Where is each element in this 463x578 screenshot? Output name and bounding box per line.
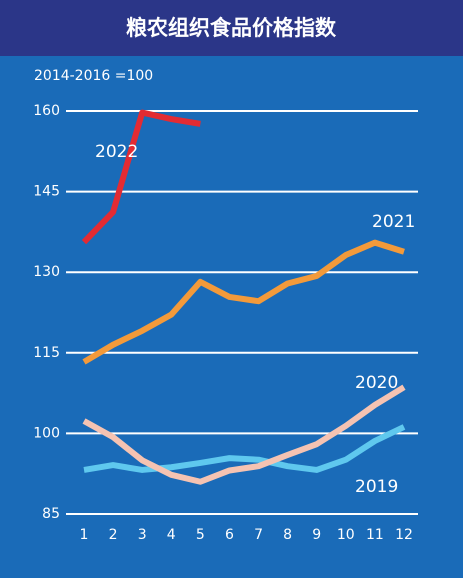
y-tick-label: 85 <box>42 506 60 522</box>
series-label: 2019 <box>355 477 398 497</box>
header <box>0 0 463 56</box>
x-tick-label: 1 <box>80 527 89 543</box>
series-label: 2021 <box>372 212 415 232</box>
x-tick-label: 5 <box>196 527 205 543</box>
series-label: 2020 <box>355 373 398 393</box>
x-tick-label: 12 <box>395 527 413 543</box>
x-tick-label: 9 <box>312 527 321 543</box>
series-line <box>82 239 405 365</box>
y-tick-label: 115 <box>33 345 60 361</box>
series-line <box>81 109 201 245</box>
x-tick-label: 8 <box>283 527 292 543</box>
x-tick-label: 11 <box>366 527 384 543</box>
x-tick-label: 4 <box>167 527 176 543</box>
x-tick-label: 3 <box>138 527 147 543</box>
y-tick-label: 130 <box>33 264 60 280</box>
series-line <box>83 424 406 473</box>
x-tick-label: 10 <box>337 527 355 543</box>
y-tick-label: 100 <box>33 425 60 441</box>
x-tick-label: 7 <box>254 527 263 543</box>
subtitle: 2014-2016 =100 <box>34 68 153 84</box>
series-line <box>82 384 406 485</box>
series-label: 2022 <box>95 142 138 162</box>
x-tick-label: 6 <box>225 527 234 543</box>
y-tick-label: 145 <box>33 184 60 200</box>
y-tick-label: 160 <box>33 103 60 119</box>
chart-title: 粮农组织食品价格指数 <box>126 16 337 40</box>
x-tick-label: 2 <box>109 527 118 543</box>
